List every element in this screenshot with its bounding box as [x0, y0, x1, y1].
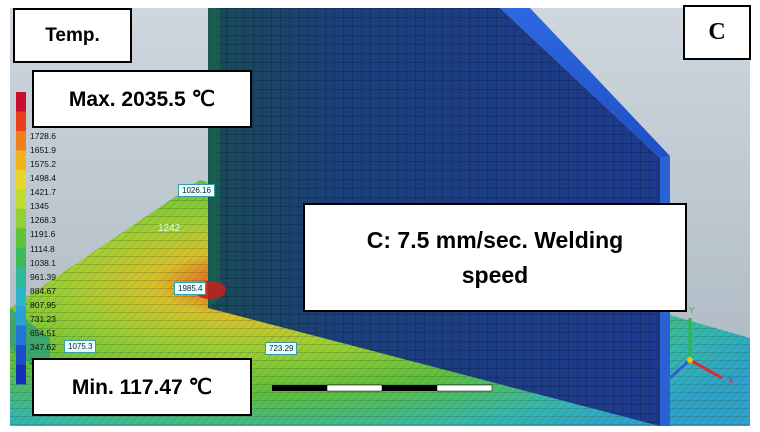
panel-letter: C [708, 19, 726, 45]
legend-value: 347.62 [30, 341, 56, 352]
scale-bar-white [326, 384, 383, 392]
legend-swatch [16, 169, 26, 190]
legend-swatch [16, 345, 26, 366]
axis-x-label: X [728, 376, 734, 385]
legend-value: 807.95 [30, 299, 56, 310]
mesh-value-label: 1242 [158, 223, 181, 234]
legend-swatch [16, 189, 26, 210]
probe-label-4: 723.29 [265, 342, 298, 355]
probe-label-2: 1985.4 [174, 282, 207, 295]
scale-bar-black-2 [382, 385, 437, 391]
welding-speed-line-1: C: 7.5 mm/sec. Welding [366, 227, 624, 253]
max-temperature-label: Max. 2035.5 ℃ [68, 87, 216, 111]
axis-triad [668, 318, 723, 380]
temperature-title-box: Temp. [13, 8, 132, 63]
legend-value: 1114.8 [30, 243, 55, 254]
legend-swatch [16, 247, 26, 268]
legend-value: 731.23 [30, 313, 56, 324]
scale-bar-white-2 [436, 384, 493, 392]
legend-swatch [16, 364, 26, 385]
legend-swatch [16, 267, 26, 288]
legend-swatch [16, 130, 26, 151]
legend-swatch [16, 228, 26, 249]
probe-label-3: 1075.3 [64, 340, 97, 353]
wall-hot-edge [208, 8, 220, 308]
legend-swatch [16, 208, 26, 229]
legend-swatch [16, 150, 26, 171]
legend-color-bar [16, 92, 26, 385]
temperature-title: Temp. [45, 24, 100, 46]
legend-value: 961.39 [30, 271, 56, 282]
axis-y-label: Y [689, 306, 695, 315]
wall-top-edge [500, 8, 670, 158]
welding-speed-line-2: speed [461, 261, 529, 288]
legend-value: 1191.6 [30, 229, 56, 240]
legend-swatch [16, 111, 26, 132]
min-temperature-label: Min. 117.47 ℃ [71, 375, 213, 399]
max-temperature-box: Max. 2035.5 ℃ [32, 70, 252, 128]
legend-value: 1421.7 [30, 187, 56, 198]
legend-value: 1651.9 [30, 145, 56, 156]
legend-swatch [16, 325, 26, 346]
legend-value: 1268.3 [30, 215, 56, 226]
legend-value: 654.51 [30, 327, 56, 338]
legend-value: 1728.6 [30, 131, 56, 141]
legend-swatch [16, 92, 26, 112]
panel-letter-box: C [683, 5, 751, 60]
scale-bar-black-1 [272, 385, 327, 391]
welding-speed-box: C: 7.5 mm/sec. Welding speed [303, 203, 687, 312]
legend-value: 884.67 [30, 285, 56, 296]
legend-value: 1498.4 [30, 173, 56, 184]
legend-value: 1345 [30, 201, 49, 212]
probe-label-1: 1026.16 [178, 184, 215, 197]
legend-swatch [16, 286, 26, 307]
legend-value: 1575.2 [30, 159, 56, 170]
legend-value: 1038.1 [30, 257, 56, 268]
legend-swatch [16, 306, 26, 327]
min-temperature-box: Min. 117.47 ℃ [32, 358, 252, 416]
